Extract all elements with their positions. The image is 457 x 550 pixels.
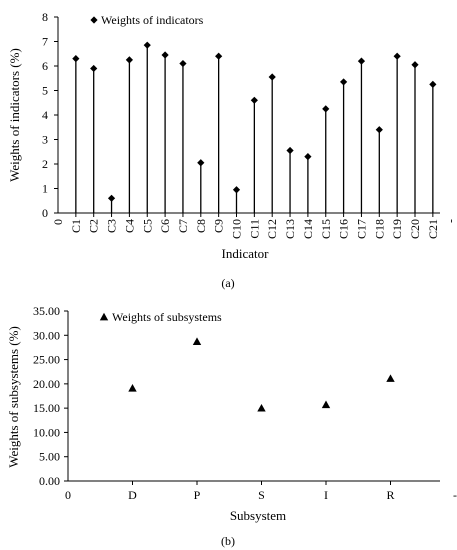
x-tick-label-a: C1: [69, 219, 83, 233]
indicator-weights-chart: 0 1 2 3 4 5 6 7 8 0 C1 C2 C3 C4 C5 C6 C7 C8 C9 C10 C11 C12 C1…: [7, 10, 457, 290]
x-axis-label-a: Indicator: [222, 246, 270, 261]
point-C7: [179, 59, 187, 68]
x-tick-label-a: C11: [247, 219, 261, 239]
y-tick-label-a: 7: [42, 35, 48, 49]
y-tick-label-b: 20.00: [33, 377, 60, 391]
legend-marker-diamond: [90, 16, 98, 24]
x-tick-label-a: C16: [337, 219, 351, 239]
x-tick-label-b: D: [128, 488, 137, 502]
axes-a: [57, 17, 440, 214]
stems-a: [75, 45, 434, 213]
x-tick-label-b: R: [386, 488, 394, 502]
x-tick-label-a: C19: [390, 219, 404, 239]
x-tick-label-a: C15: [319, 219, 333, 239]
y-tick-label-a: 4: [42, 108, 48, 122]
point-C1: [72, 55, 80, 63]
legend-label-a: Weights of indicators: [101, 13, 204, 27]
point-C10: [232, 186, 241, 194]
y-tick-label-a: 0: [42, 206, 48, 220]
legend-b: Weights of subsystems: [99, 310, 222, 324]
x-tick-label-a: C5: [140, 219, 154, 233]
y-tick-label-a: 2: [42, 157, 48, 171]
point-C16: [340, 78, 348, 86]
x-tick-label-origin-b: 0: [65, 488, 71, 502]
point-C3: [107, 194, 116, 202]
legend-a: Weights of indicators: [90, 13, 204, 27]
legend-marker-triangle: [99, 312, 109, 321]
point-C15: [322, 105, 330, 113]
point-C18: [375, 126, 383, 134]
point-C19: [393, 52, 401, 60]
y-tick-labels-a: 0 1 2 3 4 5 6 7 8: [42, 10, 58, 220]
y-axis-label-b: Weights of subsystems (%): [6, 326, 21, 468]
x-tick-label-a: C17: [354, 219, 368, 239]
y-tick-label-b: 15.00: [33, 401, 60, 415]
point-D: [128, 384, 137, 392]
point-C13: [286, 146, 294, 155]
point-I: [321, 400, 331, 409]
subsystem-weights-chart: 0.00 5.00 10.00 15.00 20.00 25.00 30.00 35.00 0…: [6, 304, 457, 548]
point-S: [257, 403, 266, 412]
point-C9: [215, 52, 223, 60]
point-C17: [357, 57, 366, 65]
point-C21: [429, 80, 437, 88]
y-tick-label-a: 5: [42, 84, 48, 98]
panel-label-a: (a): [221, 276, 234, 290]
x-tick-label-a: C9: [212, 219, 226, 233]
point-C14: [304, 153, 312, 161]
x-tick-label-b: I: [324, 488, 328, 502]
point-C2: [90, 64, 98, 73]
x-tick-label-end-a: -: [444, 219, 457, 223]
x-tick-label-a: C14: [301, 219, 315, 239]
x-tick-labels-b: 0 D P S I R -: [65, 481, 457, 502]
x-tick-label-a: C20: [408, 219, 422, 239]
y-tick-label-a: 6: [42, 59, 48, 73]
legend-label-b: Weights of subsystems: [112, 310, 222, 324]
point-C12: [268, 73, 276, 81]
x-tick-label-a: C7: [176, 219, 190, 233]
point-C11: [250, 96, 258, 104]
x-tick-label-a: C3: [105, 219, 119, 233]
x-axis-label-b: Subsystem: [230, 508, 286, 523]
x-tick-label-origin-a: 0: [51, 219, 65, 225]
axes-b: [67, 311, 440, 482]
x-tick-label-a: C4: [122, 219, 136, 233]
x-tick-label-b: P: [194, 488, 201, 502]
point-C8: [197, 159, 205, 167]
y-tick-label-b: 35.00: [33, 304, 60, 318]
x-tick-label-end-b: -: [453, 488, 457, 502]
y-tick-labels-b: 0.00 5.00 10.00 15.00 20.00 25.00 30.00 35.00: [33, 304, 68, 488]
points-a: [72, 41, 437, 202]
y-axis-label-a: Weights of indicators (%): [7, 48, 22, 182]
point-C6: [161, 51, 169, 59]
y-tick-label-b: 5.00: [39, 450, 60, 464]
x-tick-label-a: C10: [230, 219, 244, 239]
x-tick-label-a: C8: [194, 219, 208, 233]
points-b: [128, 337, 395, 412]
point-C20: [411, 61, 419, 69]
point-P: [192, 337, 202, 345]
x-tick-label-a: C18: [372, 219, 386, 239]
y-tick-label-b: 10.00: [33, 425, 60, 439]
y-tick-label-a: 8: [42, 10, 48, 24]
x-tick-label-a: C2: [87, 219, 101, 233]
y-tick-label-a: 3: [42, 133, 48, 147]
x-tick-labels-a: 0 C1 C2 C3 C4 C5 C6 C7 C8 C9 C10 C11 C12 C13 C14 C15 C16…: [51, 213, 457, 239]
panel-label-b: (b): [221, 534, 235, 548]
point-C5: [143, 41, 151, 49]
point-R: [386, 374, 395, 382]
x-tick-label-a: C13: [283, 219, 297, 239]
x-tick-label-a: C12: [265, 219, 279, 239]
x-tick-label-a: C21: [426, 219, 440, 239]
y-tick-label-a: 1: [42, 182, 48, 196]
y-tick-label-b: 30.00: [33, 328, 60, 342]
point-C4: [125, 56, 133, 64]
x-tick-label-a: C6: [158, 219, 172, 233]
y-tick-label-b: 0.00: [39, 474, 60, 488]
x-tick-label-b: S: [258, 488, 265, 502]
y-tick-label-b: 25.00: [33, 353, 60, 367]
